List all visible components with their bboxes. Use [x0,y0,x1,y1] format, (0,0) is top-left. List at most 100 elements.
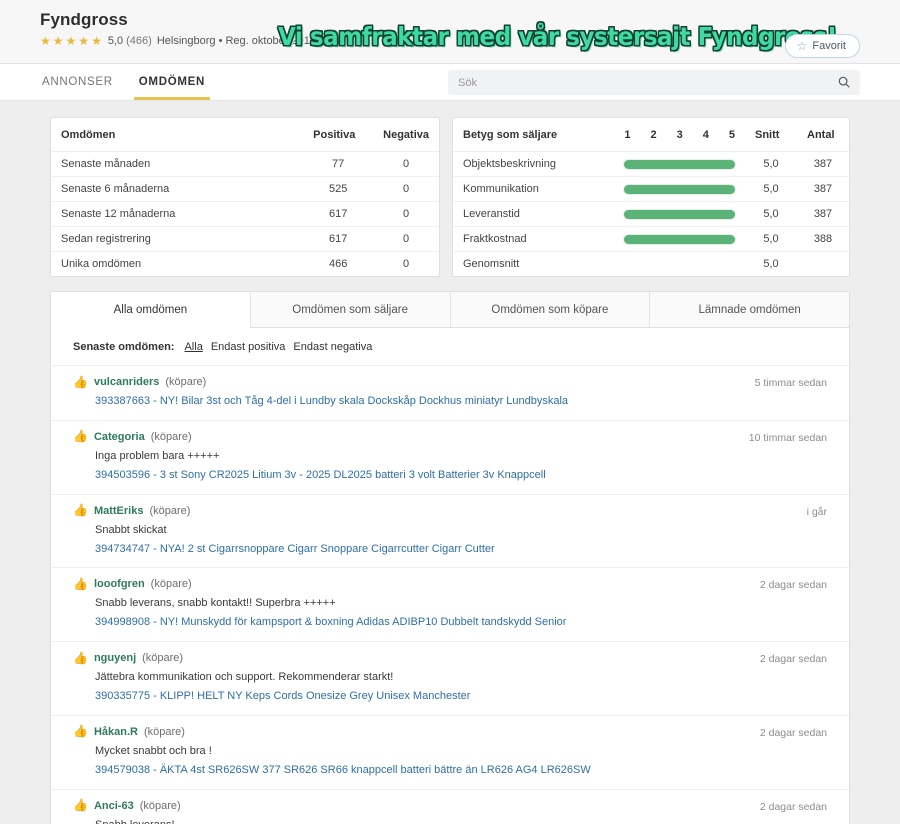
review-header: 👍 Categoria (köpare) [73,430,827,443]
thumbs-up-icon: 👍 [73,724,88,739]
list-item: 👍 Håkan.R (köpare) 2 dagar sedan Mycket … [51,716,849,790]
review-comment: Snabbt skickat [95,523,167,536]
filter-alla[interactable]: Alla [184,341,203,353]
rating-bar-track [624,209,735,219]
table-row-total: Genomsnitt 5,0 [453,252,849,277]
tab-alla-omdomen[interactable]: Alla omdömen [51,292,251,328]
row-negative: 0 [373,201,439,227]
list-item: 👍 nguyenj (köpare) 2 dagar sedan Jättebr… [51,642,849,716]
review-item-link[interactable]: 390335775 - KLIPP! HELT NY Keps Cords On… [95,690,471,702]
col-scale-4: 4 [692,118,719,152]
star-outline-icon: ☆ [796,38,808,53]
col-antal: Antal [797,118,849,152]
review-comment: Snabb leverans! [95,819,827,824]
row-negative: 0 [403,258,410,270]
list-item: 👍 Anci-63 (köpare) 2 dagar sedan Snabb l… [51,790,849,824]
rating-bar-cell [614,226,745,252]
review-username[interactable]: Håkan.R [93,725,138,738]
review-timestamp: 2 dagar sedan [759,653,827,665]
shop-meta: ★ ★ ★ ★ ★ 5,0 (466) Helsingborg • Reg. o… [40,35,900,47]
search-input[interactable] [448,70,860,95]
rating-label: Objektsbeskrivning [453,151,615,177]
table-header-row: Omdömen Positiva Negativa [51,118,439,152]
review-item-link[interactable]: 394503596 - 3 st Sony CR2025 Litium 3v -… [95,468,546,481]
thumbs-up-icon: 👍 [73,503,88,517]
review-filter-row: Senaste omdömen: Alla Endast positiva En… [51,328,849,366]
rating-bar-cell [614,151,745,177]
review-username[interactable]: MattEriks [93,504,144,517]
table-row: Senaste 12 månaderna 617 0 [51,201,439,227]
list-item: 👍 looofgren (köpare) 2 dagar sedan Snabb… [51,568,849,642]
search-container [448,70,860,95]
review-timestamp: 2 dagar sedan [759,726,827,739]
tab-omdomen-som-saljare[interactable]: Omdömen som säljare [250,292,451,327]
rating-count: 387 [797,176,849,202]
review-item-link[interactable]: 394579038 - ÄKTA 4st SR626SW 377 SR626 S… [95,763,591,776]
stats-row: Omdömen Positiva Negativa Senaste månade… [50,117,850,277]
col-scale-5: 5 [718,118,745,152]
review-role: (köpare) [139,799,181,812]
review-header: 👍 Anci-63 (köpare) [73,799,827,812]
reviews-summary-card: Omdömen Positiva Negativa Senaste månade… [50,117,440,277]
filter-endast-negativa[interactable]: Endast negativa [293,341,373,353]
main-content: Omdömen Positiva Negativa Senaste månade… [0,101,900,824]
rating-bar-cell [614,176,745,202]
total-average: 5,0 [763,258,779,270]
star-rating: ★ ★ ★ ★ ★ [40,35,102,47]
rating-bar-fill [624,184,735,194]
rating-bar-track [624,234,735,244]
review-username[interactable]: Categoria [93,430,145,443]
review-item-link[interactable]: 393387663 - NY! Bilar 3st och Tåg 4-del … [95,395,569,407]
favorite-button[interactable]: ☆ Favorit [784,34,860,58]
star-icon: ★ [91,34,102,48]
rating-bar-track [624,159,735,169]
review-item-link[interactable]: 394998908 - NY! Munskydd för kampsport &… [95,616,567,629]
rating-count: (466) [126,35,152,47]
review-comment: Inga problem bara +++++ [95,449,220,462]
col-betyg: Betyg som säljare [453,118,615,152]
tab-lamnade-omdomen[interactable]: Lämnade omdömen [650,292,849,327]
total-count [797,252,849,277]
tab-annonser[interactable]: ANNONSER [42,75,113,88]
rating-label: Fraktkostnad [453,226,615,252]
star-icon: ★ [65,34,77,48]
seller-ratings-table: Betyg som säljare 1 2 3 4 5 Snitt Antal … [453,118,849,276]
row-positive: 466 [328,258,348,270]
rating-label: Kommunikation [453,176,615,202]
review-comment: Jättebra kommunikation och support. Reko… [95,671,394,683]
review-header: 👍 Håkan.R (köpare) [73,724,827,739]
reviews-card: Alla omdömen Omdömen som säljare Omdömen… [50,291,850,824]
rating-label: Leveranstid [453,201,615,227]
filter-endast-positiva[interactable]: Endast positiva [210,341,286,353]
reviews-summary-table: Omdömen Positiva Negativa Senaste månade… [51,118,439,276]
list-item: 👍 vulcanriders (köpare) 5 timmar sedan 3… [51,366,849,421]
rating-average: 5,0 [745,201,797,227]
review-header: 👍 vulcanriders (köpare) [73,376,827,389]
review-role: (köpare) [149,504,191,517]
table-row: Senaste 6 månaderna 525 0 [51,176,439,202]
row-positive: 617 [303,226,374,252]
seller-ratings-card: Betyg som säljare 1 2 3 4 5 Snitt Antal … [452,117,850,277]
row-positive: 525 [303,176,374,202]
search-icon[interactable] [837,75,851,89]
thumbs-up-icon: 👍 [73,650,88,665]
row-label: Senaste 12 månaderna [51,201,304,227]
review-username[interactable]: nguyenj [93,652,137,664]
review-timestamp: 2 dagar sedan [759,579,827,592]
review-role: (köpare) [143,725,185,738]
col-positiva: Positiva [303,118,374,152]
review-username[interactable]: vulcanriders [93,376,160,388]
review-username[interactable]: Anci-63 [93,799,134,812]
table-row: Objektsbeskrivning 5,0 387 [453,151,849,177]
promo-banner: Vi samfraktar med vår systersajt Fyndgro… [278,22,837,51]
tab-omdomen[interactable]: OMDÖMEN [133,66,211,100]
review-header: 👍 nguyenj (köpare) [73,650,827,665]
rating-average: 5,0 [745,151,797,177]
tab-omdomen-som-kopare[interactable]: Omdömen som köpare [450,292,651,327]
review-header: 👍 MattEriks (köpare) [73,503,827,517]
review-username[interactable]: looofgren [93,578,145,591]
table-row: Unika omdömen 466 0 [51,252,439,277]
shop-location-registered: Helsingborg • Reg. oktober 2018 [156,35,316,47]
review-item-link[interactable]: 394734747 - NYA! 2 st Cigarrsnoppare Cig… [95,542,495,555]
rating-count: 387 [797,201,849,227]
